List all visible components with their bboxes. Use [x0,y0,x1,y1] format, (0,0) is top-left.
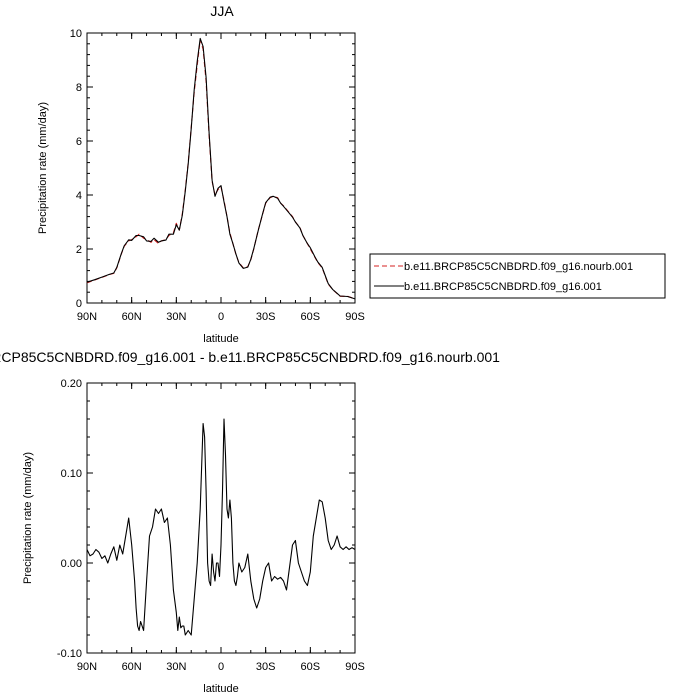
legend-label-base: b.e11.BRCP85C5CNBDRD.f09_g16.001 [404,281,602,293]
bot-y-tick-label: 0.00 [61,558,82,570]
top-y-tick-label: 2 [76,244,82,256]
top-x-tick-label: 90N [77,311,97,323]
bot-x-tick-label: 90N [77,661,97,673]
top-x-tick-label: 30S [256,311,276,323]
bot-x-tick-label: 60S [301,661,321,673]
top-y-tick-label: 0 [76,298,82,310]
top-x-tick-label: 60N [122,311,142,323]
bottom-chart-series-group [86,418,356,636]
top-y-tick-label: 6 [76,136,82,148]
bottom-chart-title: b.e11.BRCP85C5CNBDRD.f09_g16.001 - b.e11… [0,349,500,365]
top-chart-x-axis-label: latitude [203,333,238,345]
bot-x-tick-label: 90S [345,661,365,673]
bot-y-tick-label: -0.10 [57,648,82,660]
top-chart-series-group [86,37,356,300]
top-chart-plot-frame [86,32,356,304]
top-chart-x-axis: 90N 60N 30N 0 30S 60S 90S [77,33,365,323]
bottom-chart-plot-frame [86,382,356,654]
legend-box [369,253,666,299]
bot-y-tick-label: 0.10 [61,468,82,480]
top-x-tick-label: 60S [301,311,321,323]
bot-y-tick-label: 0.20 [61,378,82,390]
bottom-chart-y-axis-label: Precipitation rate (mm/day) [22,452,34,584]
bot-series-line-0 [86,418,356,636]
top-y-tick-label: 10 [70,28,82,40]
top-series-line-0 [86,39,356,300]
top-y-tick-label: 8 [76,82,82,94]
bottom-chart-x-axis-label: latitude [203,683,238,695]
top-series-line-1 [86,37,356,300]
legend-label-nourb: b.e11.BRCP85C5CNBDRD.f09_g16.nourb.001 [404,261,633,273]
top-x-tick-label: 90S [345,311,365,323]
bottom-chart-y-axis: -0.10 0.00 0.10 0.20 [57,378,355,660]
bottom-chart: b.e11.BRCP85C5CNBDRD.f09_g16.001 - b.e11… [0,349,500,695]
bot-x-tick-label: 0 [218,661,224,673]
top-chart: JJA 90N 60N 30N 0 30S 60S 90S 0 2 4 6 8 10 latitude… [37,3,365,345]
top-chart-title: JJA [210,3,234,19]
bot-x-tick-label: 60N [122,661,142,673]
bottom-chart-x-axis: 90N 60N 30N 0 30S 60S 90S [77,383,365,673]
legend: b.e11.BRCP85C5CNBDRD.f09_g16.nourb.001 b… [369,253,666,299]
bot-x-tick-label: 30S [256,661,276,673]
top-y-tick-label: 4 [76,190,82,202]
top-chart-y-axis: 0 2 4 6 8 10 [70,28,355,310]
top-x-tick-label: 30N [166,311,186,323]
top-chart-y-axis-label: Precipitation rate (mm/day) [37,102,49,234]
bot-x-tick-label: 30N [166,661,186,673]
top-x-tick-label: 0 [218,311,224,323]
